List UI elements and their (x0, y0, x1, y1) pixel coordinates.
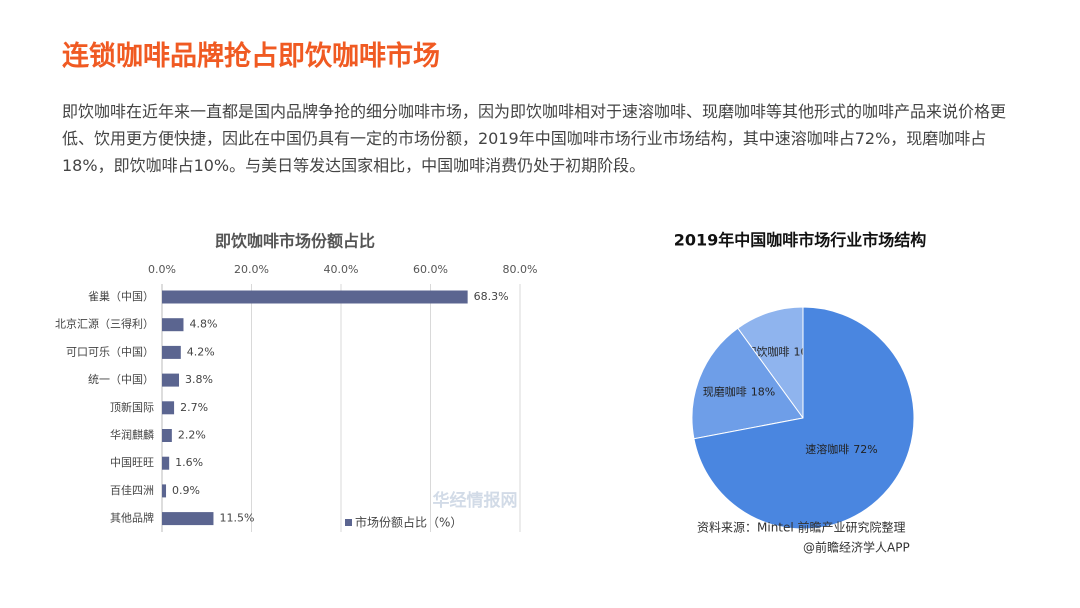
value-label: 68.3% (474, 290, 509, 303)
legend-swatch (345, 519, 352, 526)
value-label: 1.6% (175, 456, 203, 469)
y-tick-label: 顶新国际 (110, 400, 154, 414)
bar (162, 429, 172, 442)
y-tick-label: 雀巢（中国） (88, 290, 154, 303)
x-tick-label: 60.0% (413, 263, 448, 276)
x-tick-label: 40.0% (324, 263, 359, 276)
pie-slice (691, 327, 804, 440)
x-tick-label: 20.0% (234, 263, 269, 276)
value-label: 2.7% (180, 401, 208, 414)
bar (162, 290, 468, 304)
value-label: 4.2% (187, 345, 215, 358)
bar (162, 456, 170, 470)
y-tick-label: 百佳四洲 (110, 483, 154, 497)
legend-label: 市场份额占比（%） (355, 515, 462, 530)
chart-title: 即饮咖啡市场份额占比 (215, 232, 375, 251)
data-label: 现磨咖啡 18% (703, 385, 775, 399)
y-tick-label: 其他品牌 (110, 511, 154, 525)
value-label: 11.5% (219, 512, 254, 525)
y-tick-label: 统一（中国） (88, 373, 154, 386)
bar (162, 401, 175, 415)
y-tick-label: 中国旺旺 (110, 456, 154, 469)
y-tick-label: 可口可乐（中国） (66, 345, 154, 358)
watermark: 华经情报网 (433, 490, 518, 511)
bar (162, 318, 184, 332)
value-label: 3.8% (185, 373, 213, 386)
value-label: 72% (853, 443, 877, 456)
value-label: 2.2% (178, 429, 206, 442)
bar (162, 484, 167, 498)
category-label: 现磨咖啡 (703, 385, 747, 399)
x-tick-label: 80.0% (503, 263, 538, 276)
bar (162, 345, 181, 359)
value-label: 18% (751, 386, 775, 399)
source-note: 资料来源：Mintel 前瞻产业研究院整理 (697, 520, 906, 535)
pie-slice (693, 306, 915, 530)
data-label: 速溶咖啡 72% (805, 442, 877, 456)
x-tick-label: 0.0% (148, 263, 176, 276)
paragraph: 即饮咖啡在近年来一直都是国内品牌争抢的细分咖啡市场，因为即饮咖啡相对于速溶咖啡、… (62, 102, 1007, 175)
category-label: 速溶咖啡 (805, 442, 849, 456)
heading: 连锁咖啡品牌抢占即饮咖啡市场 (62, 41, 440, 72)
y-tick-label: 华润麒麟 (110, 428, 154, 442)
value-label: 4.8% (189, 318, 217, 331)
y-tick-label: 北京汇源（三得利） (55, 317, 154, 331)
value-label: 0.9% (172, 484, 200, 497)
credit-note: @前瞻经济学人APP (803, 540, 910, 555)
bar (162, 512, 214, 526)
bar (162, 373, 180, 387)
chart-title: 2019年中国咖啡市场行业市场结构 (674, 231, 927, 250)
